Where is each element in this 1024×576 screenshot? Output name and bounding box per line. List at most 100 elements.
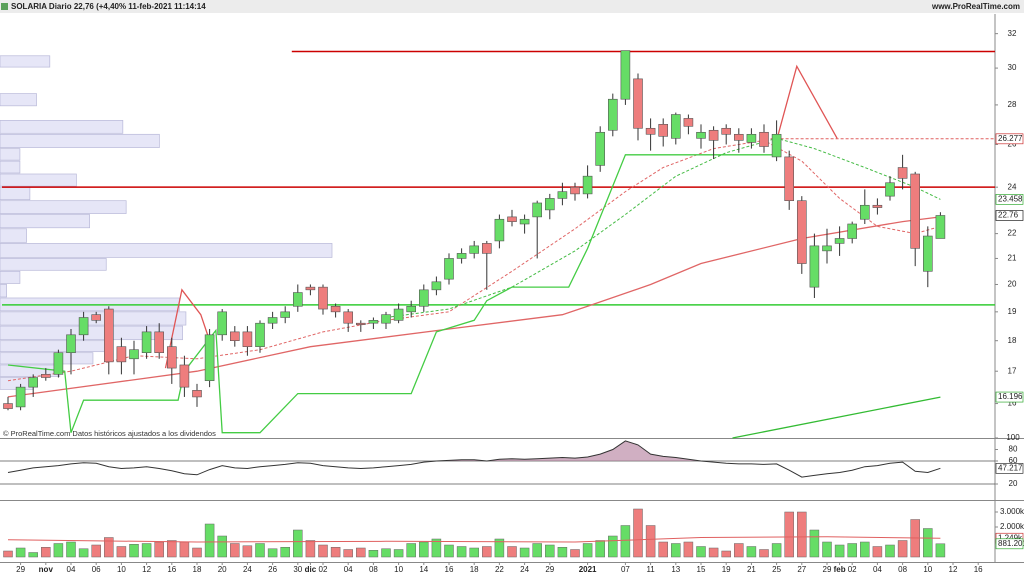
header-site[interactable]: www.ProRealTime.com [931, 2, 1020, 11]
volume-bar [683, 541, 694, 558]
last-label-box [995, 462, 1024, 474]
x-tick-label: 15 [697, 565, 706, 574]
volume-bar [217, 535, 227, 558]
indicator-line [7, 139, 941, 382]
volume-bar [116, 546, 127, 558]
oscillator-panel: 100 80 60 20 47.217 [0, 433, 1024, 488]
candle-body [40, 374, 51, 378]
candle-body [418, 289, 429, 307]
candle-body [733, 133, 744, 141]
overbought-fill [8, 440, 941, 461]
candle-body [167, 346, 177, 369]
candle-body [570, 186, 580, 195]
candle-body [507, 216, 517, 222]
volume-profile-bar [0, 258, 107, 271]
volume-bar [330, 547, 341, 558]
y-tick-label: 60 [1009, 456, 1018, 465]
volume-bar [595, 540, 605, 558]
candle-body [204, 334, 215, 382]
volume-bar [860, 541, 870, 558]
y-tick-label: 80 [1009, 445, 1018, 454]
candle-body [620, 50, 631, 100]
volume-bar [608, 535, 618, 558]
header-icon [1, 3, 8, 10]
candle-body [154, 331, 164, 353]
price-label-box [995, 391, 1024, 403]
price-label: 23.458 [998, 194, 1023, 203]
y-tick-label: 20 [1008, 280, 1017, 289]
volume-bar [746, 546, 757, 558]
volume-bar [721, 550, 731, 558]
volume-profile-bar [0, 228, 27, 243]
candle-body [633, 78, 643, 129]
price-label-box [995, 133, 1024, 145]
volume-profile-bar [0, 325, 183, 341]
candle-body [15, 386, 26, 408]
y-tick-label: 30 [1008, 63, 1017, 72]
volume-profile-bar [0, 364, 61, 377]
price-label: 26.277 [998, 134, 1023, 143]
candle-body [305, 286, 316, 291]
x-tick-label: 24 [520, 565, 529, 574]
candle-body [179, 364, 190, 388]
candle-body [771, 133, 782, 158]
volume-profile-bar [0, 55, 51, 68]
volume-bar [834, 544, 845, 558]
y-tick-label: 22 [1008, 229, 1017, 238]
volume-bar [444, 544, 454, 558]
x-tick-label: 25 [772, 565, 781, 574]
x-tick-label: 29 [823, 565, 832, 574]
oscillator-line [7, 440, 941, 478]
x-tick-label: 12 [142, 565, 151, 574]
candle-body [242, 331, 253, 347]
x-tick-label: 21 [747, 565, 756, 574]
x-tick-label: 19 [722, 565, 731, 574]
x-tick-label: 20 [218, 565, 227, 574]
volume-bar [305, 540, 316, 558]
volume-bar [482, 546, 492, 558]
candle-body [406, 305, 417, 313]
volume-bar [633, 508, 643, 558]
y-tick-label: 32 [1008, 29, 1017, 38]
volume-bar [885, 544, 895, 558]
candle-body [885, 182, 895, 197]
price-label: 22.76 [998, 211, 1019, 220]
candle-body [759, 131, 769, 147]
volume-bar [797, 511, 807, 558]
x-tick-label: 02 [319, 565, 328, 574]
candle-body [129, 349, 139, 360]
volume-bar [192, 547, 202, 558]
candle-body [116, 346, 127, 363]
candle-body [696, 131, 706, 139]
y-tick-label: 19 [1008, 307, 1017, 316]
volume-bar [419, 541, 429, 558]
x-tick-label: 29 [545, 565, 554, 574]
y-tick-label: 28 [1008, 100, 1017, 109]
candle-body [834, 238, 845, 244]
volume-bar [557, 547, 568, 558]
volume-profile-bar [0, 243, 333, 258]
candle-body [431, 281, 442, 291]
x-tick-label: 06 [92, 565, 101, 574]
x-tick-label: 10 [117, 565, 126, 574]
volume-bar [620, 525, 631, 558]
volume-bar [935, 543, 946, 558]
candle-body [53, 352, 64, 375]
volume-bar [53, 543, 64, 558]
candle-body [481, 243, 492, 254]
volume-bar [784, 511, 794, 558]
x-tick-label: 16 [167, 565, 176, 574]
x-tick-label: 18 [470, 565, 479, 574]
volume-bar [431, 538, 442, 558]
candle-body [910, 173, 921, 249]
x-tick-label: 04 [873, 565, 882, 574]
volume-bar [658, 541, 668, 558]
volume-bar [809, 529, 820, 558]
candle-body [255, 322, 265, 347]
indicator-line [385, 137, 941, 318]
volume-bar [456, 546, 467, 558]
volume-bar [645, 525, 656, 558]
x-tick-label: 13 [671, 565, 680, 574]
volume-profile-bar [0, 200, 127, 214]
